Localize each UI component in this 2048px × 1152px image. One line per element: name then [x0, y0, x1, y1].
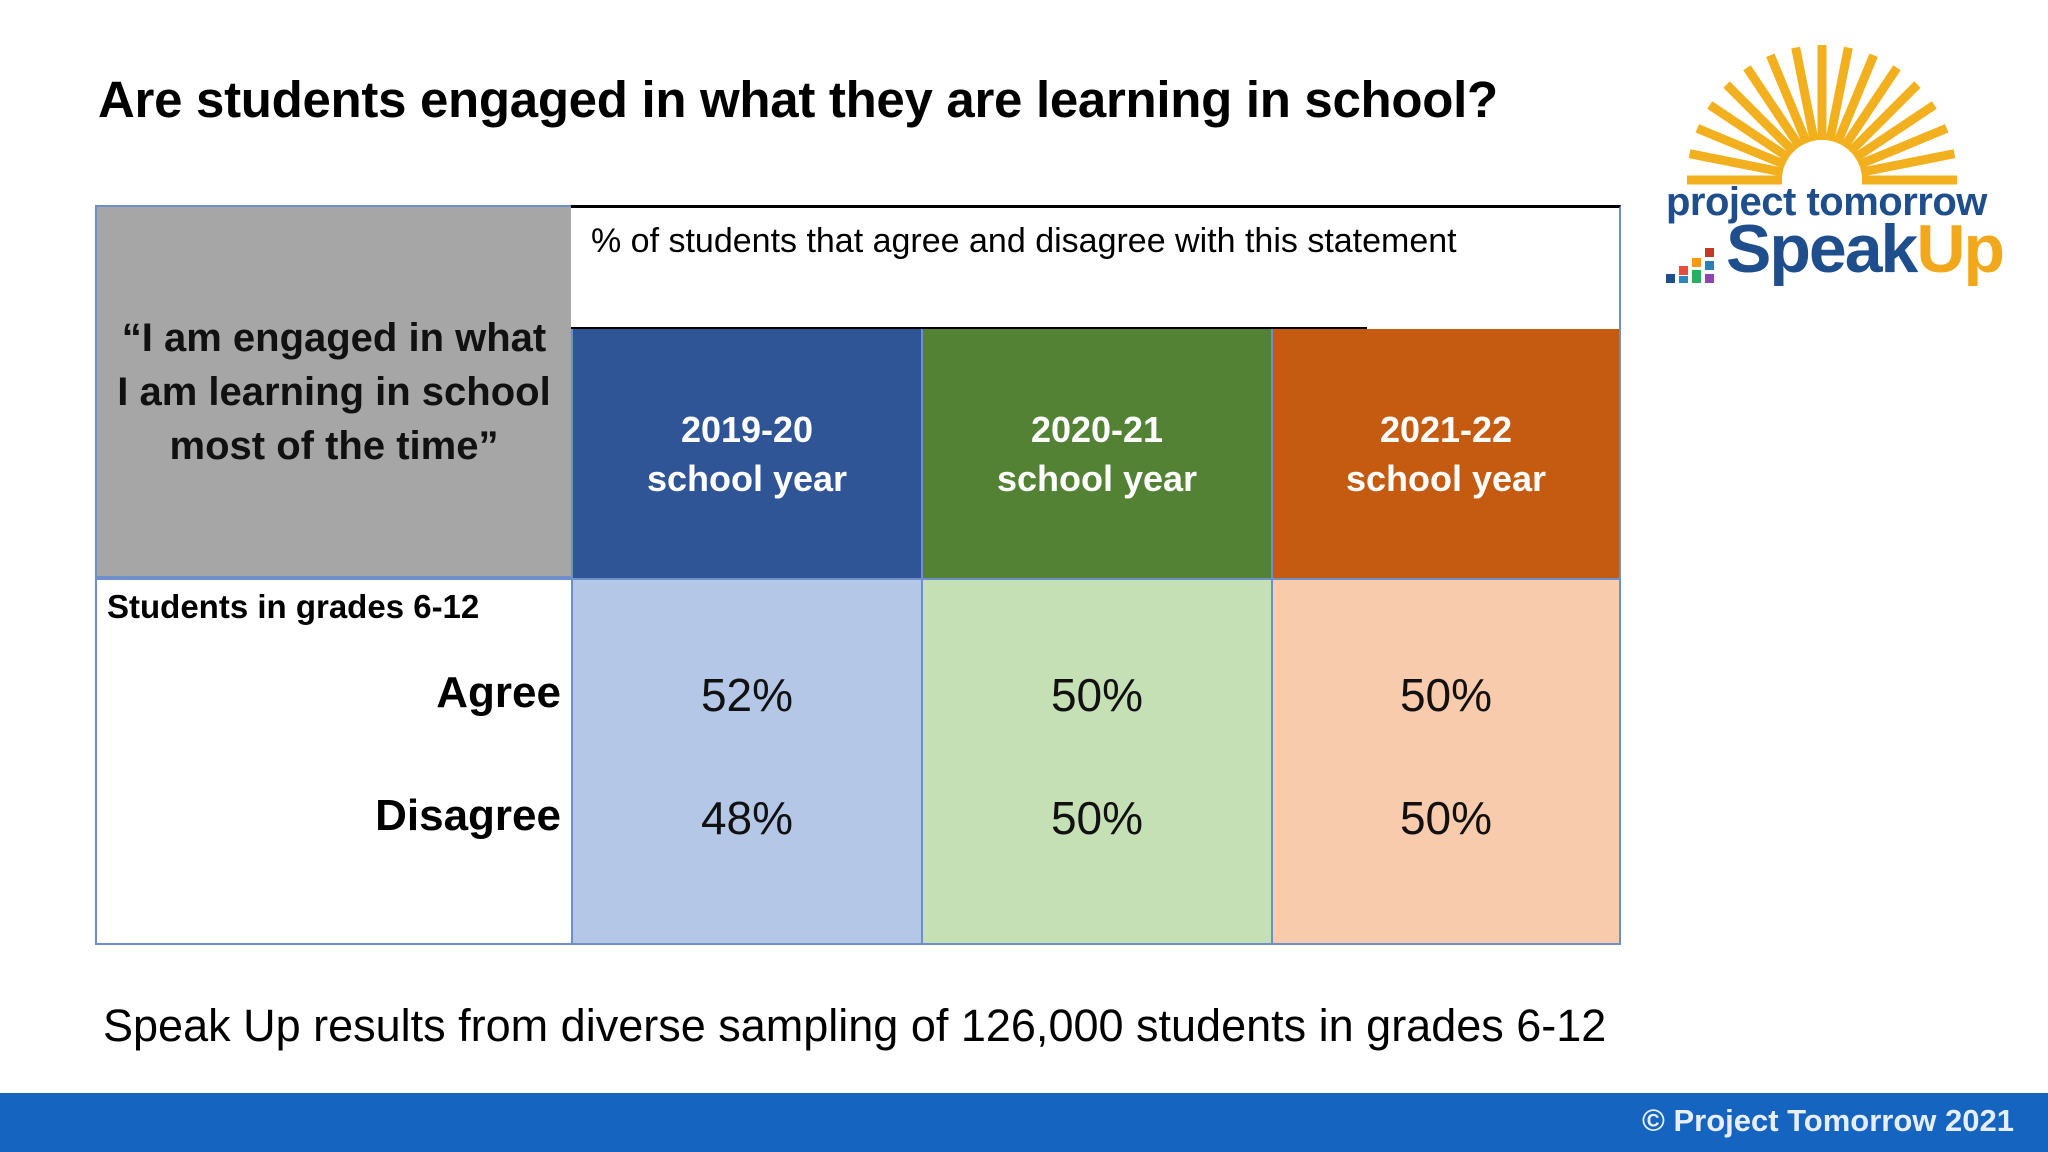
year-header-2021-22: 2021-22 school year — [1271, 329, 1621, 578]
year-header-2020-21: 2020-21 school year — [921, 329, 1271, 578]
row-labels-cell: Students in grades 6-12 Agree Disagree — [95, 578, 571, 945]
speakup-logo: project tomorrow SpeakUp — [1652, 30, 2005, 310]
sun-ray — [1743, 65, 1804, 150]
sun-ray — [1857, 124, 1949, 169]
sun-ray — [1847, 81, 1921, 155]
data-cell-2019-20: 52% 48% — [571, 578, 921, 945]
logo-speakup-text: SpeakUp — [1726, 210, 2005, 288]
survey-table: “I am engaged in what I am learning in s… — [95, 205, 1621, 945]
sun-ray — [1840, 65, 1901, 150]
disagree-value: 48% — [700, 792, 794, 844]
sun-ray — [1825, 46, 1853, 142]
agree-value: 50% — [1399, 669, 1493, 721]
year-label: 2020-21 — [1030, 408, 1164, 450]
footnote: Speak Up results from diverse sampling o… — [103, 1000, 1607, 1051]
sun-ray — [1833, 53, 1878, 145]
logo-up: Up — [1916, 211, 2005, 287]
agree-value: 52% — [700, 669, 794, 721]
logo-speak: Speak — [1726, 211, 1918, 287]
slide-title: Are students engaged in what they are le… — [98, 71, 1498, 128]
data-cell-2021-22: 50% 50% — [1271, 578, 1621, 945]
sun-ray — [1695, 124, 1787, 169]
year-sublabel: school year — [1345, 457, 1547, 499]
row-label-disagree: Disagree — [375, 791, 561, 840]
statement-cell: “I am engaged in what I am learning in s… — [95, 205, 571, 578]
sun-ray — [1688, 149, 1784, 177]
disagree-value: 50% — [1399, 792, 1493, 844]
sun-ray — [1707, 101, 1792, 162]
group-label: Students in grades 6-12 — [107, 588, 480, 625]
sun-ray — [1860, 149, 1956, 177]
copyright: © Project Tomorrow 2021 — [1642, 1103, 2014, 1138]
disagree-value: 50% — [1050, 792, 1144, 844]
year-label: 2019-20 — [680, 408, 814, 450]
year-label: 2021-22 — [1379, 408, 1513, 450]
year-sublabel: school year — [646, 457, 848, 499]
sun-rays-icon — [1687, 45, 1957, 185]
logo-project-tomorrow-text: project tomorrow — [1666, 180, 1987, 224]
year-sublabel: school year — [996, 457, 1198, 499]
row-label-agree: Agree — [436, 668, 561, 717]
header-note: % of students that agree and disagree wi… — [571, 205, 1621, 329]
bar-squares-icon — [1666, 248, 1714, 283]
header-divider — [571, 327, 1367, 330]
agree-value: 50% — [1050, 669, 1144, 721]
sun-ray — [1723, 81, 1797, 155]
sun-ray — [1852, 101, 1937, 162]
sun-ray — [1791, 46, 1819, 142]
footer-bar: © Project Tomorrow 2021 — [0, 1093, 2048, 1152]
sun-ray — [1766, 53, 1811, 145]
year-header-2019-20: 2019-20 school year — [571, 329, 921, 578]
data-cell-2020-21: 50% 50% — [921, 578, 1271, 945]
